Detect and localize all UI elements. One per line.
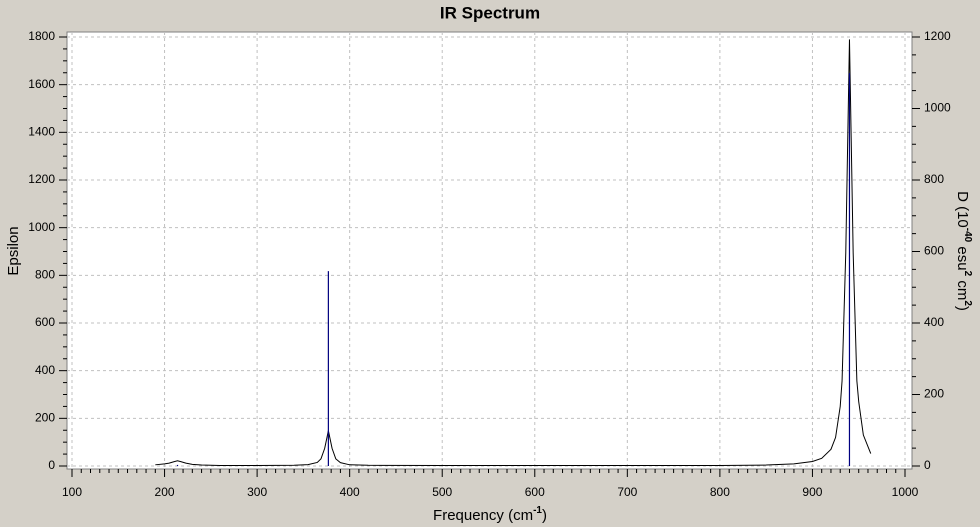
label-part: )	[542, 507, 547, 524]
label-part: esu	[954, 242, 971, 270]
spectrum-line	[155, 39, 872, 467]
y-tick-label: 200	[35, 411, 55, 425]
y-tick-label: 400	[35, 363, 55, 377]
y-axis-label: Epsilon	[5, 226, 22, 275]
y-tick-label: 600	[35, 315, 55, 329]
y-tick-label: 1200	[28, 172, 55, 186]
superscript: 2	[962, 300, 973, 306]
y2-tick-label: 200	[924, 387, 944, 401]
x-axis-label: Frequency (cm-1)	[433, 505, 547, 524]
label-part: Frequency (cm	[433, 507, 533, 524]
superscript: -40	[962, 228, 973, 243]
y-tick-label: 1400	[28, 125, 55, 139]
y2-tick-label: 1200	[924, 29, 951, 43]
x-tick-label: 300	[247, 485, 267, 499]
x-tick-label: 800	[710, 485, 730, 499]
y-tick-label: 0	[48, 458, 55, 472]
superscript: 2	[962, 271, 973, 277]
y-tick-label: 800	[35, 268, 55, 282]
y-tick-label: 1000	[28, 220, 55, 234]
x-tick-label: 200	[155, 485, 175, 499]
x-tick-label: 400	[340, 485, 360, 499]
superscript: -1	[533, 505, 542, 516]
x-tick-label: 700	[617, 485, 637, 499]
label-part: )	[954, 306, 971, 311]
x-tick-label: 900	[802, 485, 822, 499]
y-tick-label: 1800	[28, 29, 55, 43]
plot-area	[66, 31, 913, 470]
x-tick-label: 500	[432, 485, 452, 499]
y2-axis-label: D (10-40 esu2 cm2)	[954, 191, 973, 311]
x-tick-label: 100	[62, 485, 82, 499]
y2-tick-label: 600	[924, 244, 944, 258]
label-part: cm	[954, 276, 971, 300]
x-tick-label: 600	[525, 485, 545, 499]
y2-tick-label: 800	[924, 172, 944, 186]
x-tick-label: 1000	[892, 485, 919, 499]
y2-tick-label: 400	[924, 315, 944, 329]
label-part: D (10	[954, 191, 971, 228]
y2-tick-label: 1000	[924, 101, 951, 115]
y2-tick-label: 0	[924, 458, 931, 472]
y-tick-label: 1600	[28, 77, 55, 91]
chart-title: IR Spectrum	[440, 3, 540, 22]
